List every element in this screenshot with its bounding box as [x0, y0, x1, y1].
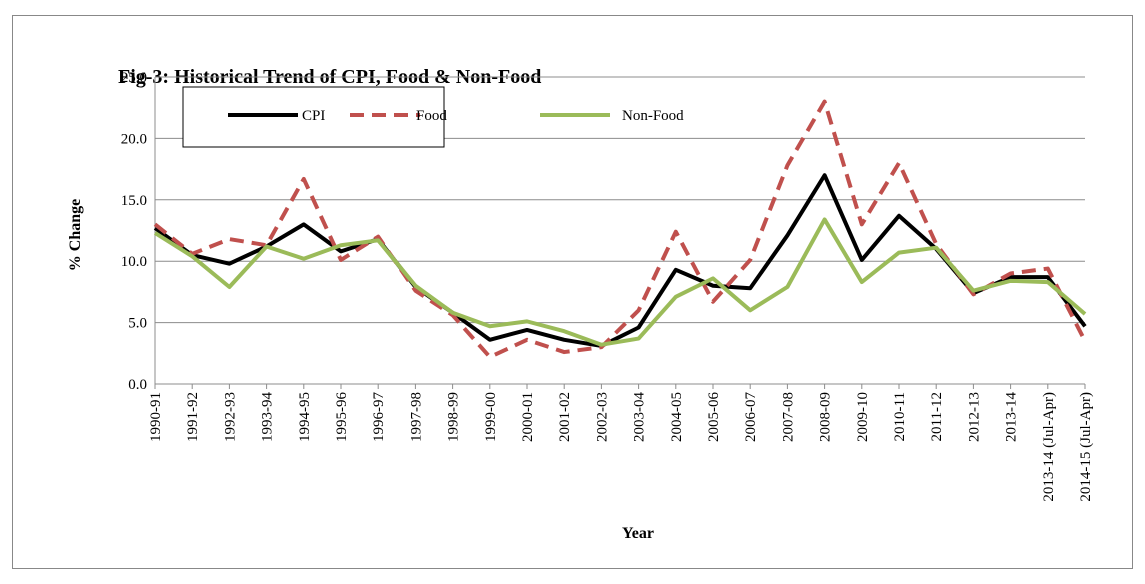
series-line: [153, 99, 1087, 359]
x-tick-label: 2006-07: [743, 392, 759, 442]
x-tick-label: 2013-14 (Jul-Apr): [1041, 392, 1057, 502]
x-tick-label: 2010-11: [892, 392, 908, 441]
x-tick-label: 1999-00: [483, 392, 499, 442]
x-tick-label: 1992-93: [222, 392, 238, 442]
x-tick-label: 1990-91: [148, 392, 164, 442]
x-tick-label: 2003-04: [632, 392, 648, 442]
x-tick-label: 2005-06: [706, 392, 722, 442]
y-tick-label: 15.0: [121, 193, 147, 209]
x-tick-label: 2004-05: [669, 392, 685, 442]
x-tick-label: 2001-02: [557, 392, 573, 442]
x-tick-label: 1995-96: [334, 392, 350, 442]
y-tick-label: 20.0: [121, 131, 147, 147]
x-tick-label: 2000-01: [520, 392, 536, 442]
y-tick-label: 5.0: [128, 316, 147, 332]
x-tick-label: 2011-12: [929, 392, 945, 441]
y-tick-label: 10.0: [121, 254, 147, 270]
legend-label: Food: [416, 108, 447, 124]
x-tick-label: 1993-94: [260, 392, 276, 442]
series-line: [153, 173, 1087, 348]
legend-label: Non-Food: [622, 108, 684, 124]
x-axis-title: Year: [622, 525, 654, 542]
y-tick-label: 0.0: [128, 377, 147, 393]
x-tick-label: 2013-14: [1004, 392, 1020, 442]
x-tick-label: 1994-95: [297, 392, 313, 442]
chart-frame: [12, 15, 1133, 569]
legend-label: CPI: [302, 108, 325, 124]
y-axis-title: % Change: [67, 199, 84, 271]
x-tick-label: 2008-09: [818, 392, 834, 442]
x-tick-label: 1996-97: [371, 392, 387, 442]
series-line: [153, 217, 1087, 347]
x-tick-label: 2012-13: [966, 392, 982, 442]
x-tick-label: 1991-92: [185, 392, 201, 442]
x-tick-label: 2007-08: [780, 392, 796, 442]
x-tick-label: 2009-10: [855, 392, 871, 442]
x-tick-label: 2002-03: [594, 392, 610, 442]
x-tick-label: 1997-98: [408, 392, 424, 442]
y-tick-label: 25.0: [121, 70, 147, 86]
x-tick-label: 2014-15 (Jul-Apr): [1078, 392, 1094, 502]
x-tick-label: 1998-99: [446, 392, 462, 442]
